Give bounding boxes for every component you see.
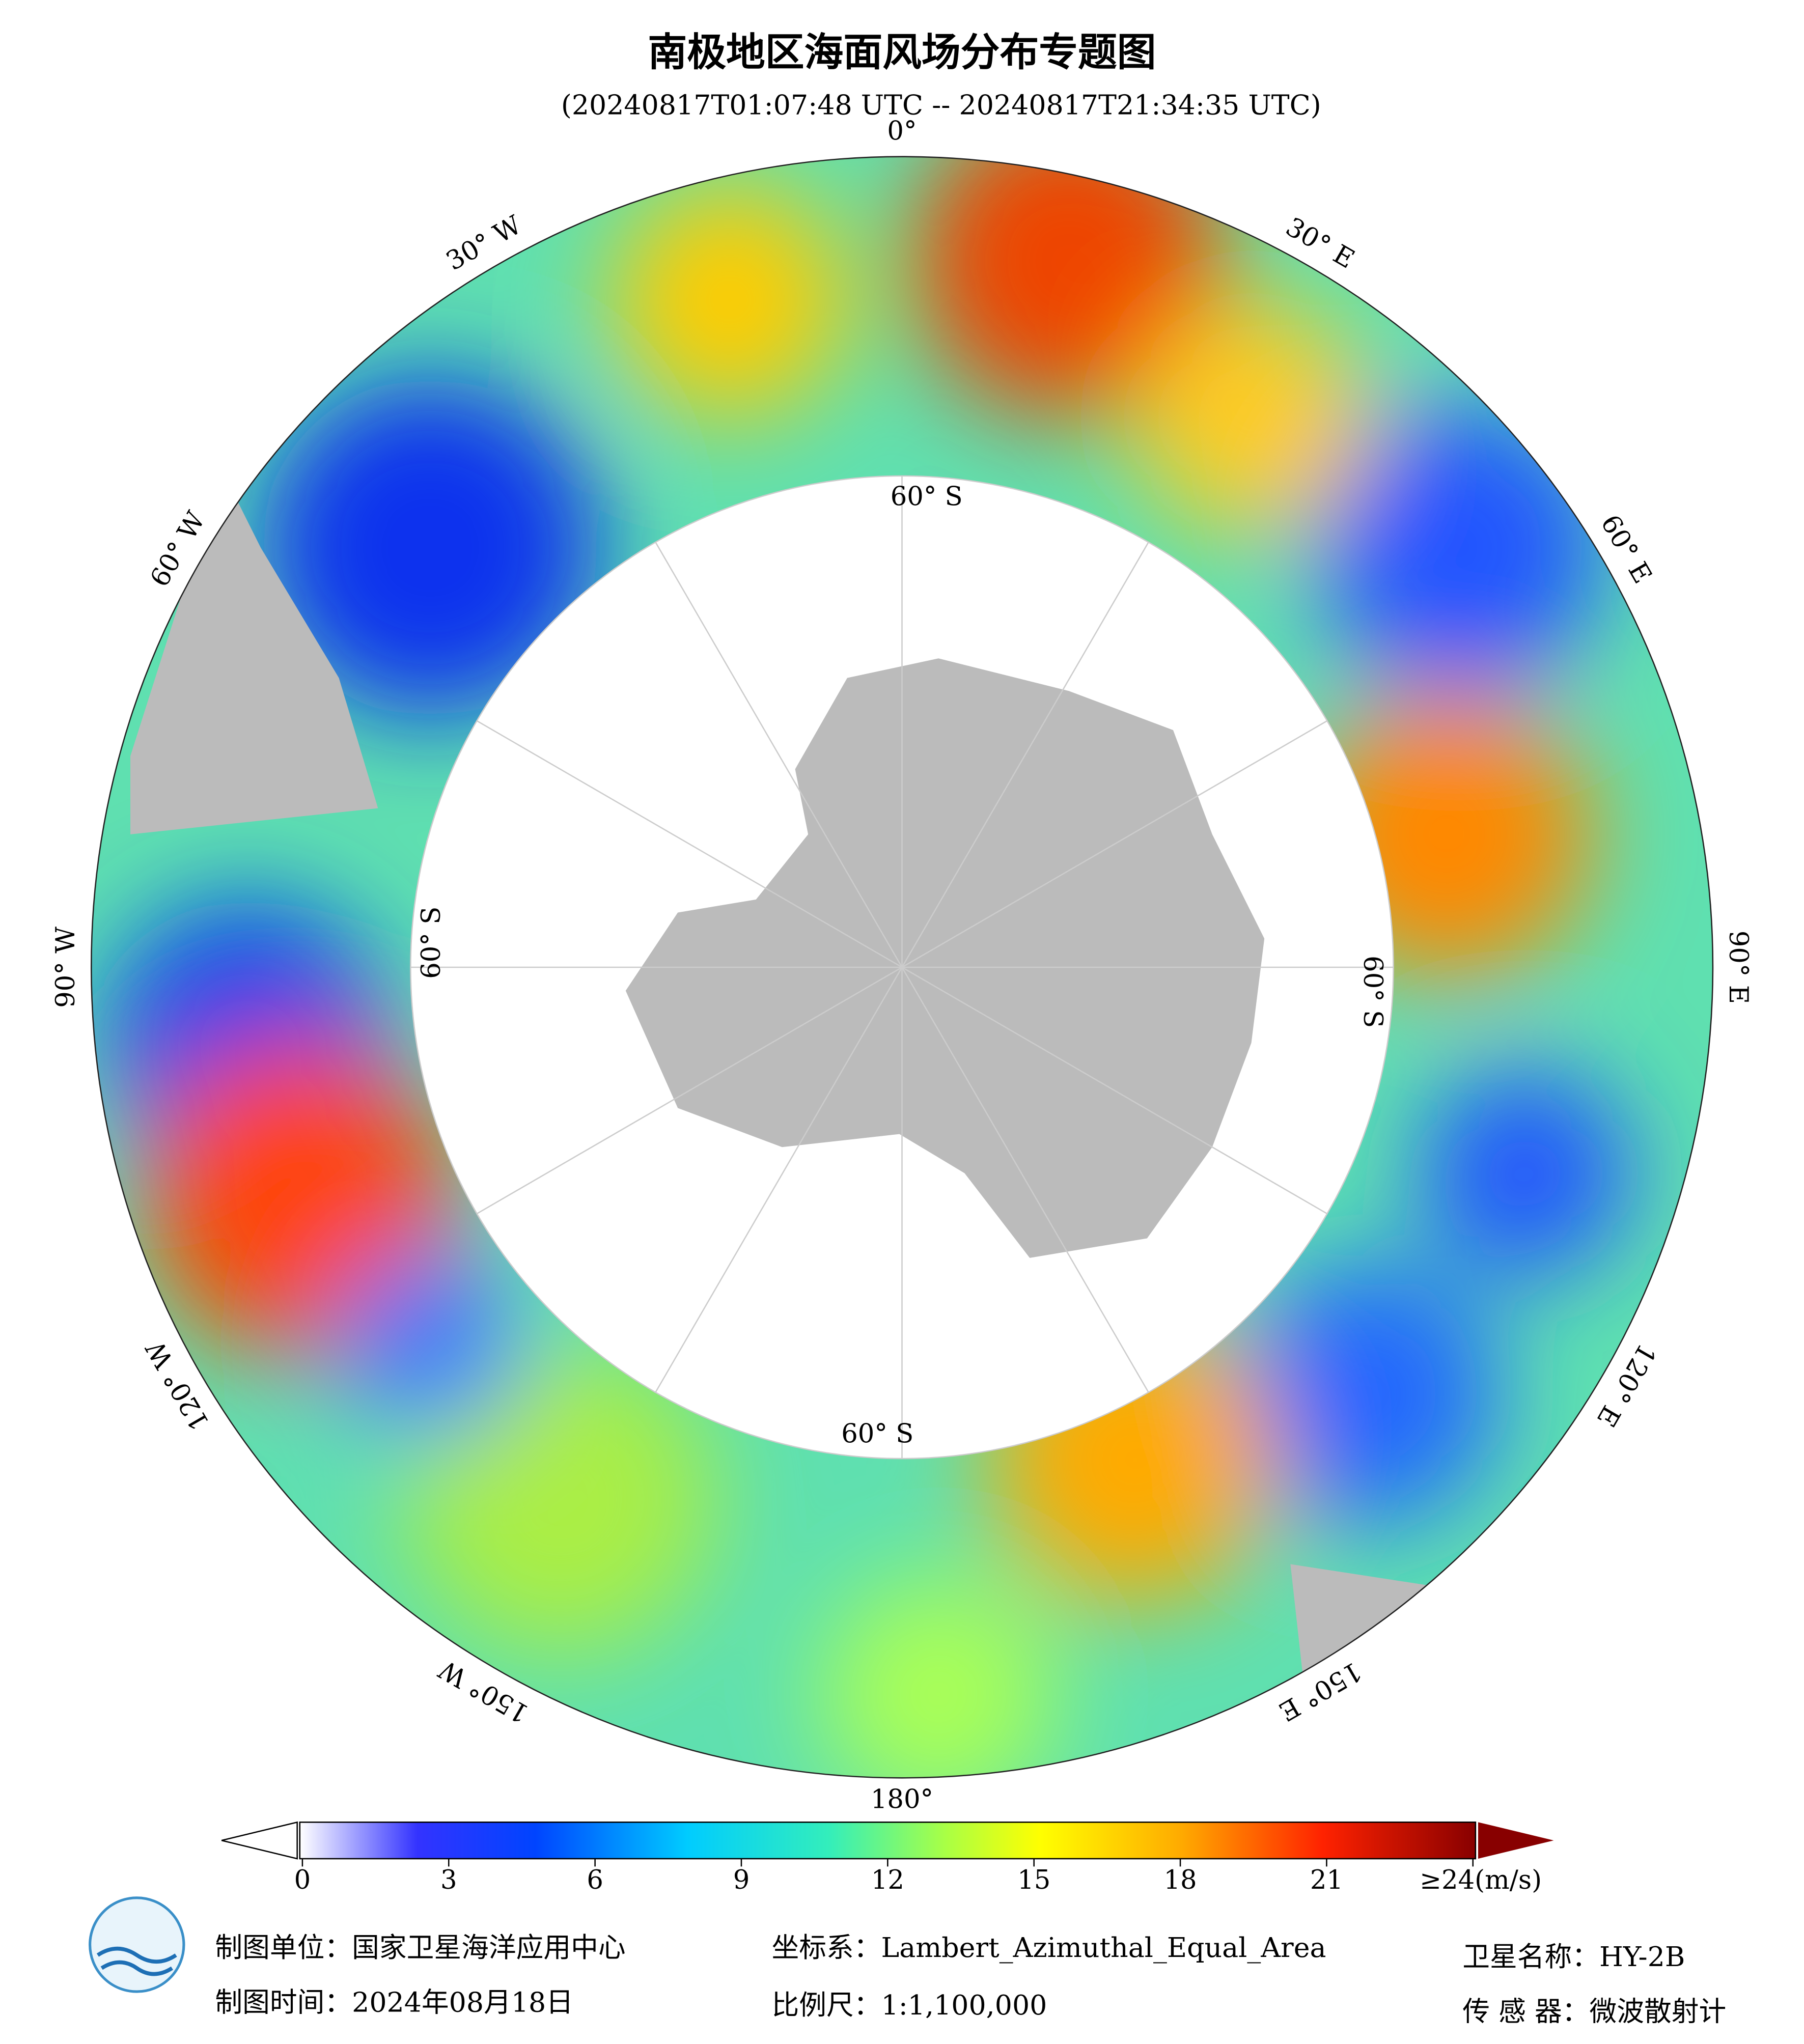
colorbar-tick-label: 21 [1310,1865,1343,1895]
colorbar-low-arrow [221,1821,298,1860]
longitude-label: 90° E [1723,931,1754,1004]
colorbar-tick-label: 9 [733,1865,750,1895]
footer-crs: 坐标系：Lambert_Azimuthal_Equal_Area [772,1931,1326,1964]
graticule [410,475,1394,1460]
logo [89,1896,185,1993]
longitude-label: 0° [887,116,917,147]
longitude-label: 90° W [50,927,81,1008]
subtitle: (20240817T01:07:48 UTC -- 20240817T21:34… [561,89,1321,121]
colorbar-tick-label: 6 [587,1865,603,1895]
footer-date: 制图时间：2024年08月18日 [215,1986,573,2019]
latitude-label: 60° S [416,907,447,979]
latitude-label: 60° S [841,1418,913,1449]
colorbar-tick-label: 18 [1163,1865,1197,1895]
colorbar-high-arrow [1478,1822,1554,1859]
longitude-label: 180° [871,1784,933,1814]
footer-unit: 制图单位：国家卫星海洋应用中心 [215,1931,625,1964]
colorbar-tick-label: 3 [440,1865,457,1895]
latitude-label: 60° S [891,482,963,512]
title: 南极地区海面风场分布专题图 [648,30,1156,75]
footer-satellite: 卫星名称：HY-2B [1462,1941,1685,1973]
colorbar-tick-label: 12 [871,1865,904,1895]
footer-scale: 比例尺：1:1,100,000 [772,1989,1047,2021]
footer-sensor: 传 感 器：微波散射计 [1462,1996,1726,2028]
colorbar [299,1822,1477,1860]
colorbar-tick-label: ≥24(m/s) [1420,1865,1542,1895]
colorbar-tick-label: 0 [294,1865,311,1895]
colorbar-tick-label: 15 [1017,1865,1050,1895]
wind-field [91,156,1713,1778]
latitude-label: 60° S [1357,956,1388,1028]
antarctica [625,658,1265,1258]
map-outline [91,156,1714,1779]
